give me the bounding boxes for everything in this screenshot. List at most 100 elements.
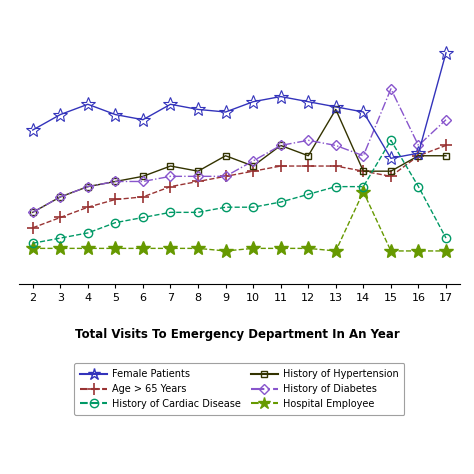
Female Patients: [443, 50, 449, 55]
Female Patients: [112, 112, 118, 118]
Hospital Employee: [333, 248, 338, 254]
History of Diabetes: [278, 143, 283, 148]
Hospital Employee: [278, 246, 283, 251]
History of Cardiac Disease: [140, 215, 146, 220]
Age > 65 Years: [112, 197, 118, 202]
Female Patients: [388, 155, 394, 161]
History of Hypertension: [305, 153, 311, 159]
Age > 65 Years: [250, 168, 256, 174]
Age > 65 Years: [278, 163, 283, 169]
Age > 65 Years: [361, 168, 366, 174]
History of Hypertension: [250, 163, 256, 169]
Female Patients: [305, 99, 311, 105]
Female Patients: [195, 107, 201, 112]
History of Diabetes: [250, 158, 256, 164]
History of Hypertension: [361, 168, 366, 174]
Line: Hospital Employee: Hospital Employee: [26, 185, 453, 258]
Female Patients: [416, 150, 421, 156]
Line: History of Cardiac Disease: History of Cardiac Disease: [28, 136, 450, 247]
History of Cardiac Disease: [250, 204, 256, 210]
Age > 65 Years: [168, 184, 173, 190]
Hospital Employee: [388, 248, 394, 254]
Hospital Employee: [223, 248, 228, 254]
History of Hypertension: [333, 107, 338, 112]
Age > 65 Years: [388, 173, 394, 179]
History of Hypertension: [85, 184, 91, 190]
History of Cardiac Disease: [388, 137, 394, 143]
History of Hypertension: [388, 168, 394, 174]
Age > 65 Years: [30, 225, 36, 231]
History of Hypertension: [57, 194, 63, 200]
Hospital Employee: [416, 248, 421, 254]
History of Cardiac Disease: [223, 204, 228, 210]
History of Diabetes: [57, 194, 63, 200]
History of Cardiac Disease: [443, 235, 449, 241]
Legend: Female Patients, Age > 65 Years, History of Cardiac Disease, History of Hyperten: Female Patients, Age > 65 Years, History…: [74, 363, 404, 415]
Female Patients: [30, 127, 36, 133]
History of Cardiac Disease: [195, 210, 201, 215]
History of Diabetes: [416, 143, 421, 148]
Female Patients: [278, 94, 283, 100]
History of Diabetes: [361, 153, 366, 159]
History of Diabetes: [443, 117, 449, 123]
History of Hypertension: [443, 153, 449, 159]
Hospital Employee: [140, 246, 146, 251]
History of Diabetes: [30, 210, 36, 215]
History of Hypertension: [140, 173, 146, 179]
Age > 65 Years: [140, 194, 146, 200]
History of Cardiac Disease: [361, 184, 366, 190]
History of Diabetes: [140, 179, 146, 184]
History of Diabetes: [112, 179, 118, 184]
Line: Age > 65 Years: Age > 65 Years: [27, 140, 452, 233]
Hospital Employee: [195, 246, 201, 251]
History of Cardiac Disease: [112, 220, 118, 226]
Age > 65 Years: [57, 215, 63, 220]
History of Hypertension: [168, 163, 173, 169]
History of Cardiac Disease: [305, 191, 311, 197]
Text: Total Visits To Emergency Department In An Year: Total Visits To Emergency Department In …: [74, 328, 400, 341]
Hospital Employee: [250, 246, 256, 251]
History of Diabetes: [223, 173, 228, 179]
History of Hypertension: [112, 179, 118, 184]
History of Cardiac Disease: [57, 235, 63, 241]
Line: Female Patients: Female Patients: [26, 46, 453, 165]
History of Cardiac Disease: [168, 210, 173, 215]
Line: History of Hypertension: History of Hypertension: [29, 106, 449, 216]
History of Cardiac Disease: [416, 184, 421, 190]
Line: History of Diabetes: History of Diabetes: [29, 85, 449, 216]
Female Patients: [223, 109, 228, 115]
Age > 65 Years: [195, 179, 201, 184]
Hospital Employee: [305, 246, 311, 251]
Female Patients: [250, 99, 256, 105]
History of Diabetes: [85, 184, 91, 190]
Hospital Employee: [30, 246, 36, 251]
Female Patients: [140, 117, 146, 123]
Age > 65 Years: [333, 163, 338, 169]
Age > 65 Years: [223, 173, 228, 179]
Hospital Employee: [443, 248, 449, 254]
History of Diabetes: [333, 143, 338, 148]
History of Cardiac Disease: [278, 199, 283, 205]
History of Diabetes: [168, 173, 173, 179]
History of Hypertension: [416, 153, 421, 159]
History of Cardiac Disease: [85, 230, 91, 236]
Hospital Employee: [168, 246, 173, 251]
Hospital Employee: [57, 246, 63, 251]
Female Patients: [168, 101, 173, 107]
Hospital Employee: [112, 246, 118, 251]
History of Hypertension: [223, 153, 228, 159]
History of Diabetes: [388, 86, 394, 91]
Age > 65 Years: [85, 204, 91, 210]
Age > 65 Years: [443, 143, 449, 148]
History of Diabetes: [305, 137, 311, 143]
History of Cardiac Disease: [30, 240, 36, 246]
Hospital Employee: [361, 189, 366, 195]
Female Patients: [57, 112, 63, 118]
Female Patients: [333, 104, 338, 109]
History of Hypertension: [195, 168, 201, 174]
Age > 65 Years: [416, 153, 421, 159]
History of Hypertension: [30, 210, 36, 215]
Female Patients: [361, 109, 366, 115]
History of Hypertension: [278, 143, 283, 148]
Female Patients: [85, 101, 91, 107]
